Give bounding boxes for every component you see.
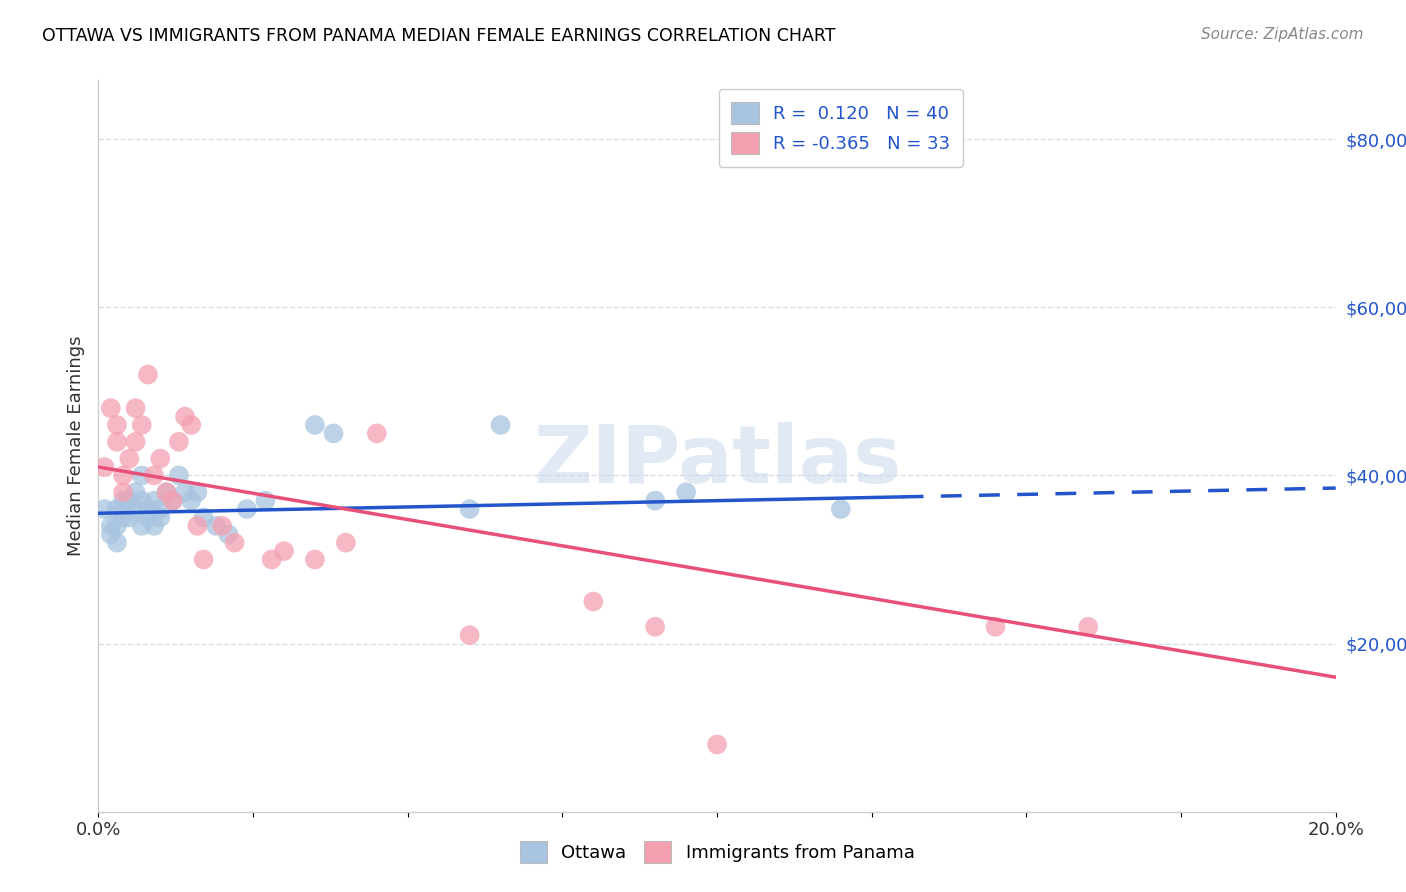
Point — [136, 502, 159, 516]
Point — [489, 417, 512, 432]
Point — [162, 493, 184, 508]
Point — [458, 628, 481, 642]
Point — [186, 485, 208, 500]
Point — [143, 519, 166, 533]
Point — [131, 493, 153, 508]
Point — [205, 519, 228, 533]
Point — [458, 502, 481, 516]
Point — [167, 468, 190, 483]
Point — [984, 620, 1007, 634]
Point — [180, 493, 202, 508]
Point — [193, 552, 215, 566]
Point — [131, 519, 153, 533]
Point — [155, 485, 177, 500]
Point — [143, 493, 166, 508]
Point — [366, 426, 388, 441]
Point — [167, 434, 190, 449]
Text: OTTAWA VS IMMIGRANTS FROM PANAMA MEDIAN FEMALE EARNINGS CORRELATION CHART: OTTAWA VS IMMIGRANTS FROM PANAMA MEDIAN … — [42, 27, 835, 45]
Point — [304, 552, 326, 566]
Point — [180, 417, 202, 432]
Point — [322, 426, 344, 441]
Point — [162, 493, 184, 508]
Point — [136, 510, 159, 524]
Point — [105, 502, 128, 516]
Point — [105, 417, 128, 432]
Point — [118, 510, 141, 524]
Text: Source: ZipAtlas.com: Source: ZipAtlas.com — [1201, 27, 1364, 42]
Point — [124, 434, 146, 449]
Point — [224, 535, 246, 549]
Point — [174, 485, 197, 500]
Point — [105, 434, 128, 449]
Point — [335, 535, 357, 549]
Point — [118, 493, 141, 508]
Point — [124, 502, 146, 516]
Point — [149, 510, 172, 524]
Point — [112, 510, 135, 524]
Y-axis label: Median Female Earnings: Median Female Earnings — [66, 335, 84, 557]
Point — [155, 485, 177, 500]
Point — [112, 493, 135, 508]
Point — [149, 451, 172, 466]
Point — [112, 468, 135, 483]
Point — [112, 502, 135, 516]
Point — [105, 535, 128, 549]
Point — [644, 493, 666, 508]
Point — [830, 502, 852, 516]
Point — [675, 485, 697, 500]
Point — [100, 401, 122, 416]
Point — [100, 527, 122, 541]
Point — [131, 417, 153, 432]
Point — [1077, 620, 1099, 634]
Point — [93, 502, 115, 516]
Point — [174, 409, 197, 424]
Point — [582, 594, 605, 608]
Point — [304, 417, 326, 432]
Point — [217, 527, 239, 541]
Point — [193, 510, 215, 524]
Point — [105, 519, 128, 533]
Point — [254, 493, 277, 508]
Point — [124, 485, 146, 500]
Point — [706, 738, 728, 752]
Point — [236, 502, 259, 516]
Legend: Ottawa, Immigrants from Panama: Ottawa, Immigrants from Panama — [510, 832, 924, 872]
Point — [186, 519, 208, 533]
Point — [93, 460, 115, 475]
Point — [118, 451, 141, 466]
Point — [260, 552, 283, 566]
Point — [149, 502, 172, 516]
Point — [100, 519, 122, 533]
Point — [644, 620, 666, 634]
Point — [112, 485, 135, 500]
Point — [124, 401, 146, 416]
Text: ZIPatlas: ZIPatlas — [533, 422, 901, 500]
Point — [273, 544, 295, 558]
Point — [136, 368, 159, 382]
Point — [211, 519, 233, 533]
Point — [143, 468, 166, 483]
Point — [131, 468, 153, 483]
